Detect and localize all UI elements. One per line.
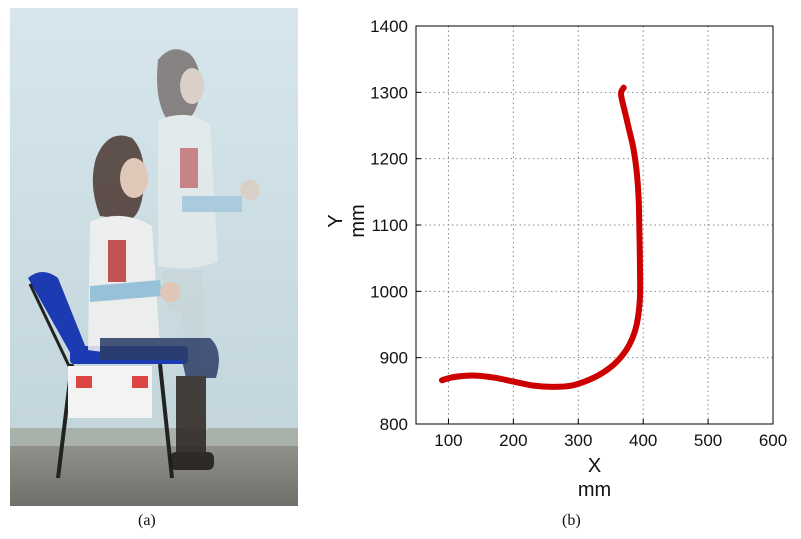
y-tick-label: 800 [380,415,408,434]
x-axis-unit: mm [578,479,611,501]
caption-a: (a) [138,512,156,529]
x-tick-label: 300 [564,431,592,450]
floor [10,446,298,506]
x-axis-label: X [588,455,601,477]
wall [10,8,298,428]
y-tick-label: 1400 [370,17,408,36]
trajectory-chart: 100 200 300 400 500 600 800 900 1000 1100 1200 130… [325,17,787,501]
y-tick-label: 900 [380,349,408,368]
y-tick-label: 1100 [371,216,408,235]
seated-figure [88,135,219,470]
seat-marker-box [68,366,152,418]
y-axis-unit: mm [347,204,369,237]
y-axis-label: Y [325,214,347,227]
y-tick-label: 1000 [370,282,408,301]
x-ticks: 100 200 300 400 500 600 [434,419,787,450]
skirting-board [10,428,298,446]
series-line [438,84,644,390]
y-ticks: 800 900 1000 1100 1200 1300 1400 [370,17,421,434]
seat-marker-right [132,376,148,388]
x-tick-label: 100 [434,431,462,450]
x-tick-label: 400 [629,431,657,450]
grid [416,25,774,425]
caption-b: (b) [562,512,581,529]
x-tick-label: 500 [694,431,722,450]
x-tick-label: 600 [759,431,787,450]
x-tick-label: 200 [499,431,527,450]
sit-to-stand-photo [10,8,298,506]
y-tick-label: 1200 [370,150,408,169]
seat-marker-left [76,376,92,388]
plot-frame [415,25,774,425]
y-tick-label: 1300 [370,83,408,102]
